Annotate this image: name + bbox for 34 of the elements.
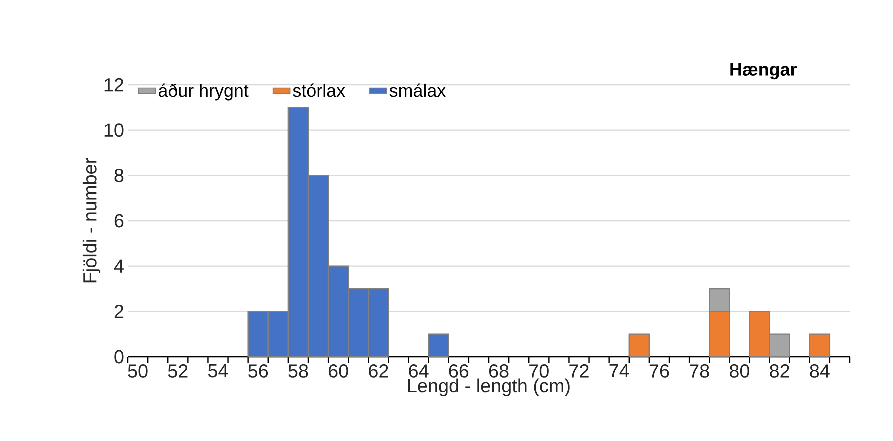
y-tick-label: 0 <box>114 350 124 364</box>
y-tick-label: 12 <box>104 78 124 92</box>
x-tick-label: 84 <box>810 364 830 378</box>
x-tick-label: 70 <box>530 364 549 378</box>
y-tick-label: 6 <box>114 214 124 228</box>
x-tick-label: 80 <box>730 364 750 378</box>
x-tick-label: 60 <box>329 364 348 378</box>
x-tick-label: 74 <box>610 364 630 378</box>
chart-title: Hængar <box>730 63 797 80</box>
x-tick-label: 66 <box>449 364 469 378</box>
y-tick-label: 4 <box>114 260 124 273</box>
x-axis-title: Lengd - length (cm) <box>408 378 570 396</box>
bar <box>809 334 831 358</box>
y-tick-label: 2 <box>114 305 124 318</box>
x-tick-label: 56 <box>248 364 268 378</box>
x-tick-label: 58 <box>288 364 308 378</box>
x-tick-label: 52 <box>168 364 188 378</box>
x-tick-label: 68 <box>489 364 509 378</box>
y-tick-label: 10 <box>104 124 124 138</box>
bar <box>428 334 450 358</box>
x-tick-label: 82 <box>770 364 790 378</box>
legend-label: áður hrygnt <box>158 84 249 101</box>
x-tick-label: 50 <box>128 364 148 378</box>
x-tick-label: 54 <box>208 364 228 378</box>
x-tick-label: 76 <box>650 364 670 378</box>
y-tick-label: 8 <box>114 168 124 182</box>
legend-label: stórlax <box>293 84 346 98</box>
x-tick-label: 62 <box>369 364 388 378</box>
x-tick-label: 72 <box>570 364 589 378</box>
legend-label: smálax <box>390 84 446 98</box>
x-tick-label: 78 <box>690 364 710 378</box>
y-axis-title: Fjöldi - number <box>82 158 101 283</box>
x-tick-label: 64 <box>409 364 429 378</box>
bar <box>628 334 650 358</box>
